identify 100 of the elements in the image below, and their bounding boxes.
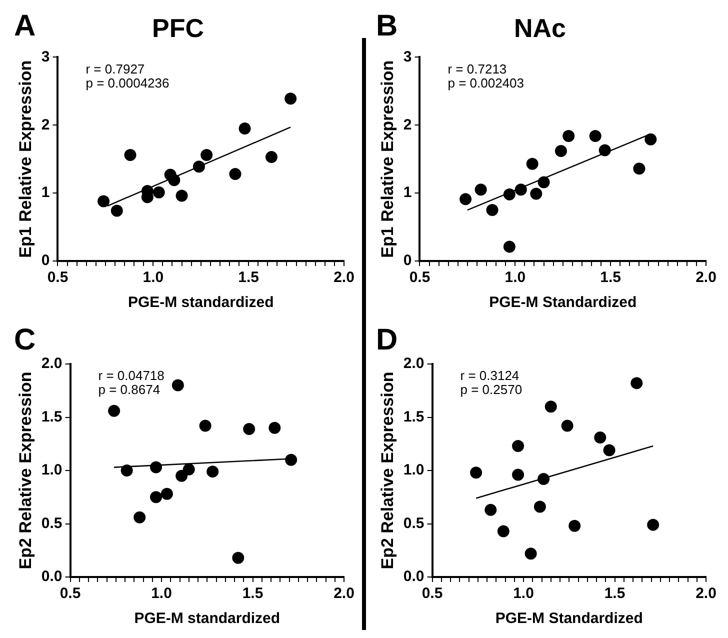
y-axis-title: Ep2 Relative Expression xyxy=(378,372,397,570)
y-tick-label: 0 xyxy=(403,252,412,270)
x-tick-label: 1.0 xyxy=(151,585,172,602)
point xyxy=(514,184,527,196)
y-tick-label: 1 xyxy=(41,184,50,202)
point xyxy=(503,188,516,200)
x-tick-label: 1.0 xyxy=(513,585,534,602)
y-tick-label: 1.0 xyxy=(41,462,62,479)
point xyxy=(512,468,524,481)
point xyxy=(633,162,646,175)
point xyxy=(603,444,616,456)
y-tick-label: 3 xyxy=(403,48,412,66)
point xyxy=(110,204,123,217)
x-tick-label: 1.5 xyxy=(600,269,622,286)
y-tick-label: 0.5 xyxy=(41,514,62,532)
point xyxy=(554,144,567,157)
y-axis-title: Ep1 Relative Expression xyxy=(16,60,35,258)
y-tick-label: 1 xyxy=(403,184,412,202)
point xyxy=(647,518,660,531)
point xyxy=(524,548,537,560)
point xyxy=(497,525,510,538)
chart-title: NAc xyxy=(514,12,566,43)
x-tick-label: 2.0 xyxy=(696,269,716,286)
point xyxy=(530,188,542,200)
point xyxy=(561,420,574,432)
point xyxy=(152,186,165,198)
y-axis-title: Ep2 Relative Expression xyxy=(16,372,35,570)
point xyxy=(238,122,251,135)
annotation: r = 0.7213 xyxy=(448,61,507,76)
point xyxy=(474,184,487,196)
point xyxy=(644,133,657,146)
annotation: p = 0.002403 xyxy=(448,75,524,90)
x-axis-title: PGE-M Standardized xyxy=(495,610,643,628)
y-tick-label: 2 xyxy=(403,116,412,134)
point xyxy=(534,500,546,513)
point xyxy=(526,158,538,170)
x-axis-title: PGE-M standardized xyxy=(134,610,280,628)
point xyxy=(108,404,120,417)
y-tick-label: 2.0 xyxy=(403,355,424,372)
point xyxy=(124,149,136,162)
x-tick-label: 2.0 xyxy=(696,585,716,602)
x-tick-label: 1.5 xyxy=(238,269,260,286)
annotation: r = 0.04718 xyxy=(98,368,164,384)
point xyxy=(229,168,242,180)
point xyxy=(150,461,162,474)
y-tick-label: 0 xyxy=(41,252,50,270)
text: A xyxy=(14,9,36,42)
y-tick-label: 0.0 xyxy=(41,568,62,586)
point xyxy=(176,470,188,482)
text: C xyxy=(14,323,36,356)
point xyxy=(598,144,611,156)
annotation: r = 0.3124 xyxy=(460,368,520,384)
point xyxy=(538,473,550,486)
point xyxy=(199,420,212,432)
point xyxy=(484,504,497,516)
x-tick-label: 1.0 xyxy=(504,269,526,286)
chart-title: PFC xyxy=(152,12,204,43)
x-tick-label: 1.5 xyxy=(604,585,626,602)
point xyxy=(284,92,297,105)
point xyxy=(486,204,498,216)
point xyxy=(98,195,110,208)
annotation: r = 0.7927 xyxy=(86,61,145,76)
point xyxy=(512,440,524,452)
point xyxy=(594,431,606,444)
point xyxy=(160,488,173,500)
text: B xyxy=(376,9,398,42)
point xyxy=(460,193,472,206)
point xyxy=(176,190,188,202)
annotation: p = 0.8674 xyxy=(98,382,160,398)
point xyxy=(568,520,581,532)
point xyxy=(265,151,278,164)
y-tick-label: 0.0 xyxy=(403,568,424,586)
x-tick-label: 1.5 xyxy=(242,585,264,602)
point xyxy=(168,174,180,186)
point xyxy=(470,466,482,479)
point xyxy=(589,130,602,142)
x-tick-label: 2.0 xyxy=(334,585,354,602)
y-tick-label: 1.5 xyxy=(403,408,424,426)
y-tick-label: 2 xyxy=(41,116,50,134)
point xyxy=(268,422,281,434)
point xyxy=(192,160,205,173)
point xyxy=(243,422,256,435)
point xyxy=(134,511,146,524)
y-tick-label: 1.0 xyxy=(403,462,424,479)
y-tick-label: 0.5 xyxy=(403,514,424,532)
x-tick-label: 1.0 xyxy=(142,269,164,286)
y-axis-title: Ep1 Relative Expression xyxy=(378,60,397,258)
point xyxy=(150,491,162,504)
x-tick-label: 0.5 xyxy=(60,585,81,602)
point xyxy=(200,149,213,162)
point xyxy=(206,466,219,478)
y-tick-label: 3 xyxy=(41,48,50,66)
y-tick-label: 1.5 xyxy=(41,408,62,426)
point xyxy=(544,400,557,413)
text: D xyxy=(376,323,398,356)
point xyxy=(172,379,184,392)
point xyxy=(182,463,195,476)
x-tick-label: 2.0 xyxy=(334,269,354,286)
x-tick-label: 0.5 xyxy=(422,585,443,602)
x-axis-title: PGE-M standardized xyxy=(128,294,274,312)
